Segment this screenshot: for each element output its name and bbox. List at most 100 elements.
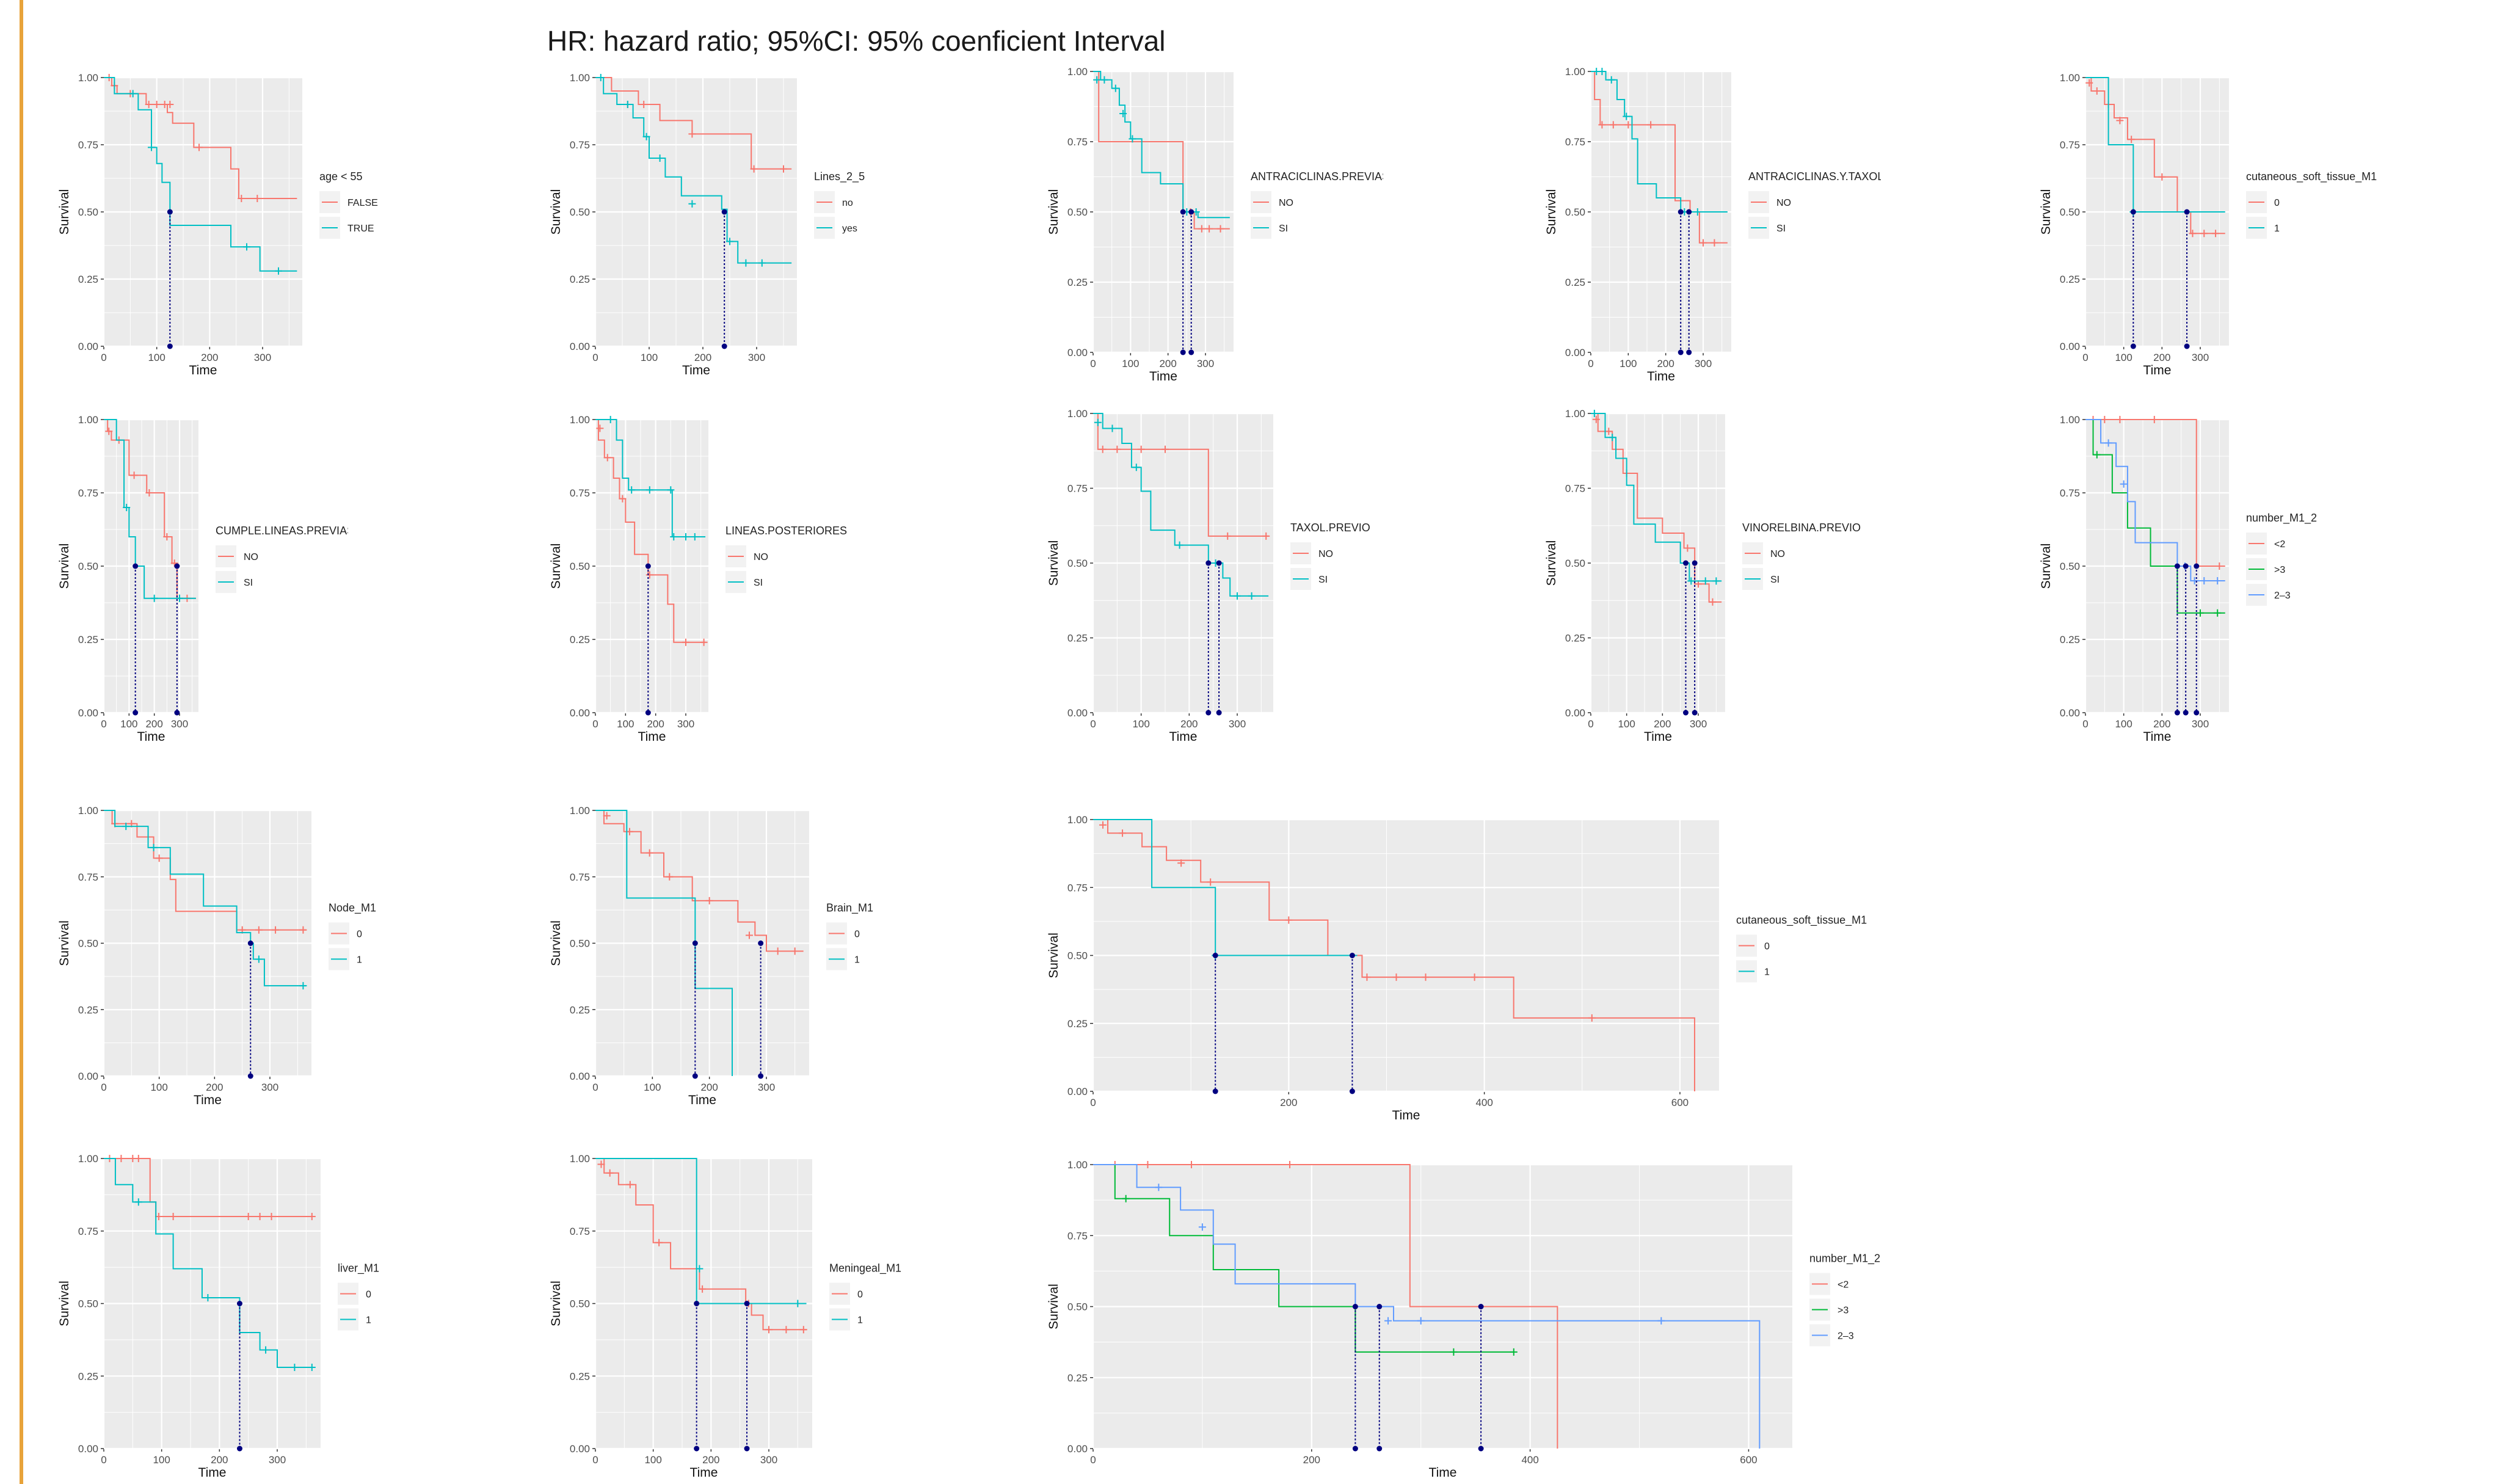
censor-mark	[1609, 434, 1616, 442]
x-tick-label: 0	[101, 1454, 106, 1466]
legend-label: 2–3	[1838, 1331, 1854, 1342]
legend-label: NO	[1770, 549, 1785, 559]
legend-label: SI	[1279, 224, 1288, 234]
x-axis-label: Time	[1429, 1466, 1457, 1480]
censor-mark	[799, 1326, 807, 1334]
x-axis-label: Time	[198, 1466, 227, 1480]
y-tick-label: 0.50	[1067, 950, 1088, 962]
y-tick-label: 0.50	[1565, 558, 1585, 569]
censor-mark	[255, 955, 263, 963]
median-point	[167, 209, 173, 215]
y-tick-label: 0.50	[78, 206, 98, 218]
y-tick-label: 0.75	[2060, 139, 2080, 151]
censor-mark	[1262, 532, 1270, 540]
x-tick-label: 0	[592, 352, 598, 363]
median-point	[174, 563, 180, 569]
y-tick-label: 1.00	[1067, 66, 1088, 78]
legend-label: 0	[357, 929, 362, 940]
legend-label: NO	[754, 552, 768, 562]
censor-mark	[742, 259, 750, 267]
censor-mark	[1176, 541, 1183, 549]
censor-mark	[195, 144, 203, 151]
x-tick-label: 100	[641, 352, 658, 363]
censor-mark	[2101, 416, 2109, 423]
y-tick-label: 1.00	[78, 414, 98, 426]
x-tick-label: 200	[1180, 718, 1198, 730]
y-tick-label: 0.25	[78, 1370, 98, 1382]
survival-curve-1	[595, 810, 733, 1076]
y-tick-label: 1.00	[1067, 814, 1088, 826]
median-point	[1180, 209, 1186, 215]
censor-mark	[1605, 427, 1613, 435]
y-tick-label: 1.00	[1067, 1159, 1088, 1171]
censor-mark	[1598, 68, 1606, 75]
y-tick-label: 0.50	[570, 206, 590, 218]
censor-mark	[148, 144, 155, 151]
y-tick-label: 0.00	[78, 341, 98, 352]
x-tick-label: 0	[2082, 352, 2088, 363]
median-point	[1376, 1304, 1383, 1309]
censor-mark	[1623, 112, 1631, 120]
y-tick-label: 0.75	[1067, 1230, 1088, 1242]
y-axis-label: Survival	[1544, 189, 1558, 235]
legend-label: <2	[2274, 539, 2285, 550]
censor-mark	[1093, 76, 1101, 84]
censor-mark	[2189, 230, 2197, 238]
censor-mark	[682, 638, 689, 646]
x-tick-label: 0	[592, 1454, 598, 1466]
median-axis-point	[1682, 710, 1689, 716]
median-axis-point	[2174, 710, 2180, 716]
y-tick-label: 0.00	[1565, 347, 1585, 358]
y-tick-label: 0.25	[570, 1004, 590, 1016]
x-tick-label: 600	[1740, 1454, 1757, 1466]
x-tick-label: 200	[1303, 1454, 1320, 1466]
censor-mark	[774, 947, 782, 955]
y-tick-label: 0.00	[570, 707, 590, 719]
legend-label: NO	[1776, 198, 1791, 208]
censor-mark	[2214, 577, 2222, 584]
x-tick-label: 200	[700, 1082, 718, 1093]
y-tick-label: 0.00	[570, 1443, 590, 1455]
x-tick-label: 300	[748, 352, 765, 363]
legend-label: 1	[2274, 224, 2280, 234]
y-tick-label: 0.75	[1067, 483, 1088, 495]
y-tick-label: 1.00	[570, 72, 590, 84]
x-tick-label: 200	[694, 352, 711, 363]
censor-mark	[688, 200, 696, 208]
y-axis-label: Survival	[1047, 933, 1061, 978]
censor-mark	[1590, 410, 1598, 417]
censor-mark	[1510, 1348, 1518, 1356]
x-axis-label: Time	[1644, 730, 1672, 744]
censor-mark	[2212, 230, 2220, 238]
censor-mark	[1198, 1223, 1206, 1231]
censor-mark	[726, 238, 733, 246]
censor-mark	[1592, 415, 1600, 423]
censor-mark	[129, 90, 137, 98]
censor-mark	[700, 638, 708, 646]
survival-curve-0	[1093, 819, 1695, 1091]
censor-mark	[2116, 416, 2124, 423]
x-tick-label: 100	[617, 718, 634, 730]
survival-curve-NO	[1591, 71, 1728, 244]
censor-mark	[1684, 544, 1692, 552]
median-axis-point	[133, 710, 139, 716]
censor-mark	[645, 571, 653, 579]
legend-label: 0	[857, 1290, 863, 1300]
legend-title: ANTRACICLINAS.PREVIAS	[1251, 170, 1383, 183]
survival-curve-SI	[595, 419, 706, 537]
legend-label: 0	[854, 929, 860, 940]
legend-title: LINEAS.POSTERIORES	[725, 525, 847, 537]
legend-label: 2–3	[2274, 591, 2291, 601]
y-tick-label: 0.75	[570, 139, 590, 151]
median-axis-point	[694, 1446, 700, 1452]
survival-curve-<2	[1093, 1164, 1558, 1449]
censor-mark	[640, 101, 648, 108]
censor-mark	[256, 1213, 264, 1220]
x-tick-label: 100	[1122, 358, 1139, 369]
y-tick-label: 1.00	[570, 805, 590, 817]
y-axis-label: Survival	[1047, 1284, 1061, 1329]
censor-mark	[1155, 1184, 1163, 1191]
legend-label: >3	[2274, 565, 2285, 575]
median-axis-point	[1180, 349, 1186, 355]
censor-mark	[666, 873, 674, 881]
